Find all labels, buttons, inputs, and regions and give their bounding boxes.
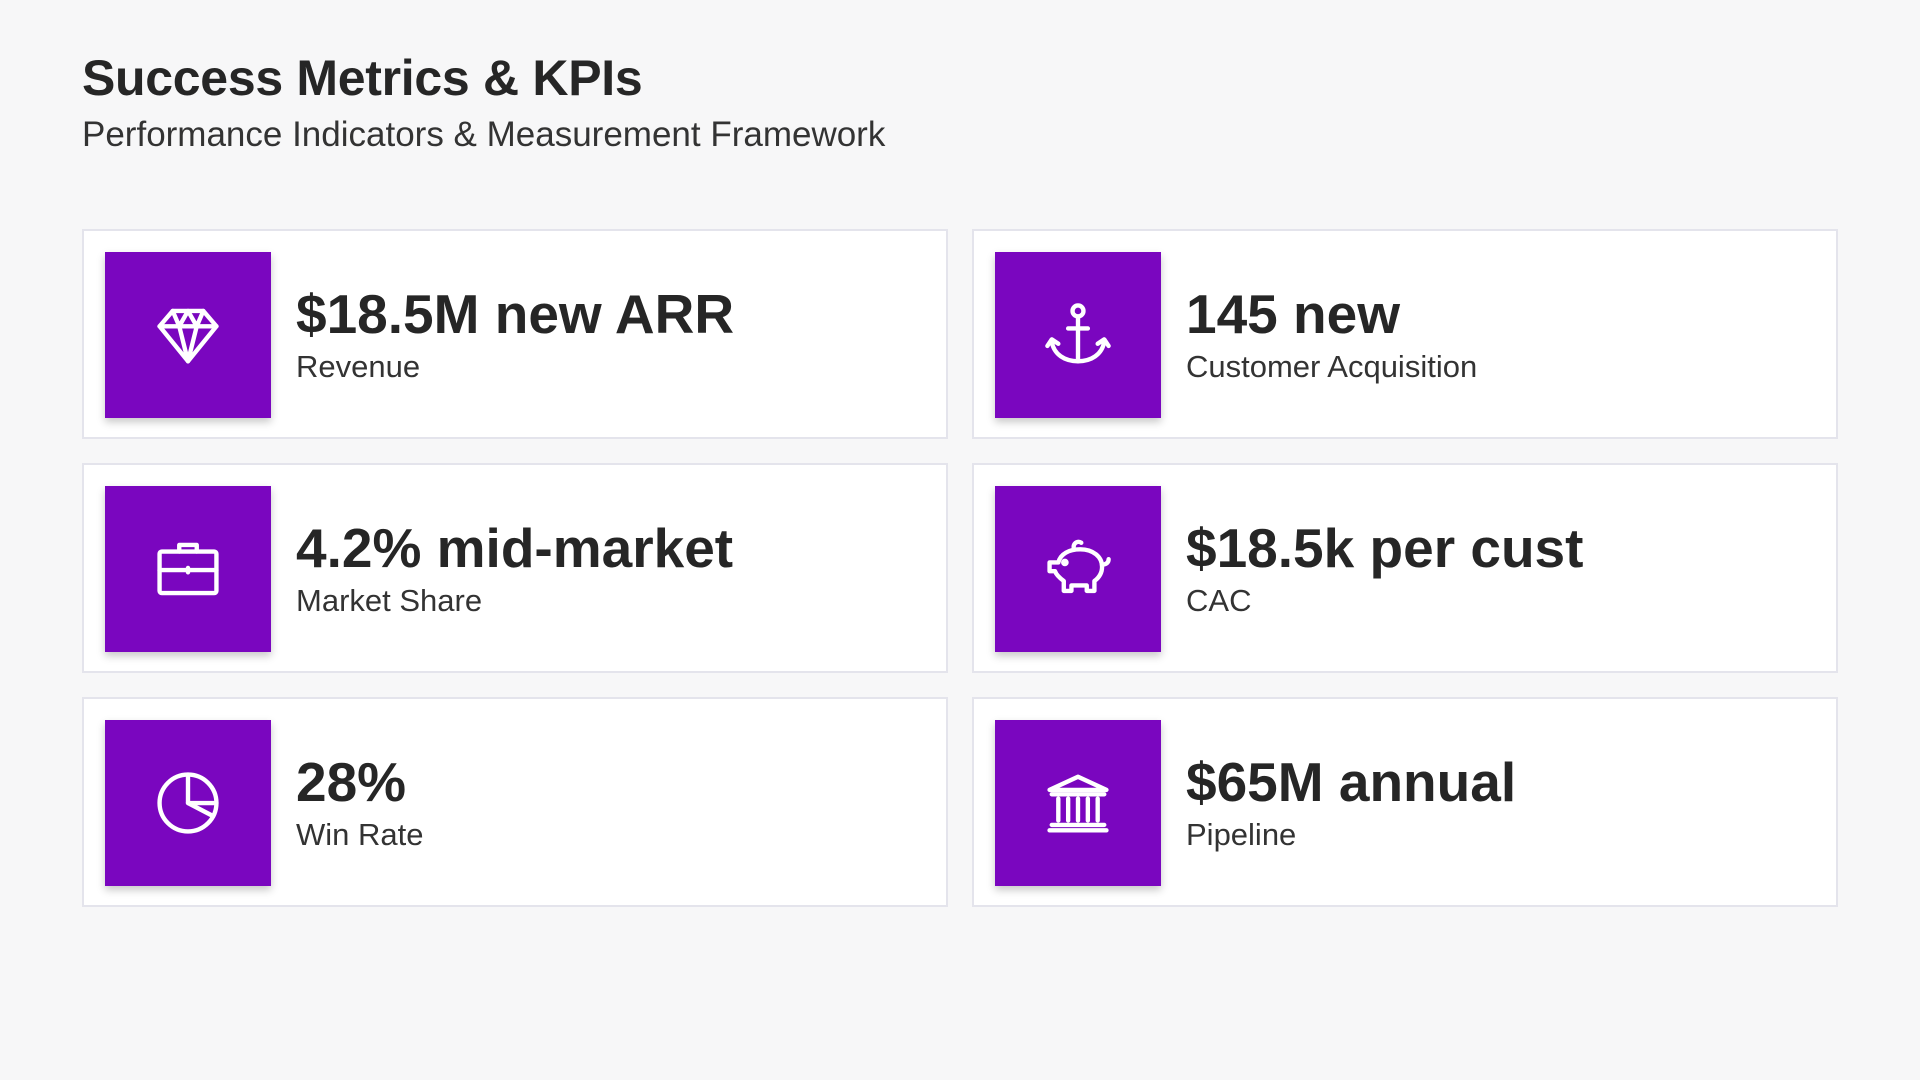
metric-text: 4.2% mid-market Market Share [296, 517, 733, 621]
metric-value: 4.2% mid-market [296, 517, 734, 579]
metric-text: 28% Win Rate [296, 751, 423, 855]
metrics-grid: $18.5M new ARR Revenue 145 new Customer … [82, 229, 1840, 907]
metric-value: 28% [296, 751, 407, 813]
metric-card-customer-acquisition: 145 new Customer Acquisition [972, 229, 1838, 439]
pie-chart-icon [157, 772, 219, 834]
metric-icon-box [995, 252, 1161, 418]
metric-icon-box [995, 720, 1161, 886]
metric-icon-box [105, 720, 271, 886]
header: Success Metrics & KPIs Performance Indic… [82, 48, 885, 158]
metric-card-pipeline: $65M annual Pipeline [972, 697, 1838, 907]
diamond-icon [157, 308, 219, 364]
metric-value: $65M annual [1186, 751, 1517, 813]
metric-text: $18.5M new ARR Revenue [296, 283, 734, 387]
metric-value: $18.5k per cust [1186, 517, 1584, 579]
metric-card-revenue: $18.5M new ARR Revenue [82, 229, 948, 439]
anchor-icon [1045, 303, 1111, 364]
metric-label: Win Rate [296, 817, 424, 852]
metric-value: 145 new [1186, 283, 1401, 345]
metric-card-win-rate: 28% Win Rate [82, 697, 948, 907]
briefcase-icon [157, 542, 219, 596]
metric-value: $18.5M new ARR [296, 283, 735, 345]
metric-icon-box [105, 486, 271, 652]
metric-label: Market Share [296, 583, 483, 618]
metric-icon-box [105, 252, 271, 418]
metric-label: Customer Acquisition [1186, 349, 1478, 384]
metric-label: Pipeline [1186, 817, 1297, 852]
metric-label: Revenue [296, 349, 421, 384]
metric-card-market-share: 4.2% mid-market Market Share [82, 463, 948, 673]
metric-text: $18.5k per cust CAC [1186, 517, 1583, 621]
piggy-bank-icon [1047, 539, 1111, 594]
metric-label: CAC [1186, 583, 1252, 618]
metric-icon-box [995, 486, 1161, 652]
page-title: Success Metrics & KPIs [82, 50, 643, 106]
metric-card-cac: $18.5k per cust CAC [972, 463, 1838, 673]
metric-text: 145 new Customer Acquisition [1186, 283, 1477, 387]
bank-icon [1047, 774, 1109, 833]
metric-text: $65M annual Pipeline [1186, 751, 1516, 855]
page-subtitle: Performance Indicators & Measurement Fra… [82, 115, 886, 154]
